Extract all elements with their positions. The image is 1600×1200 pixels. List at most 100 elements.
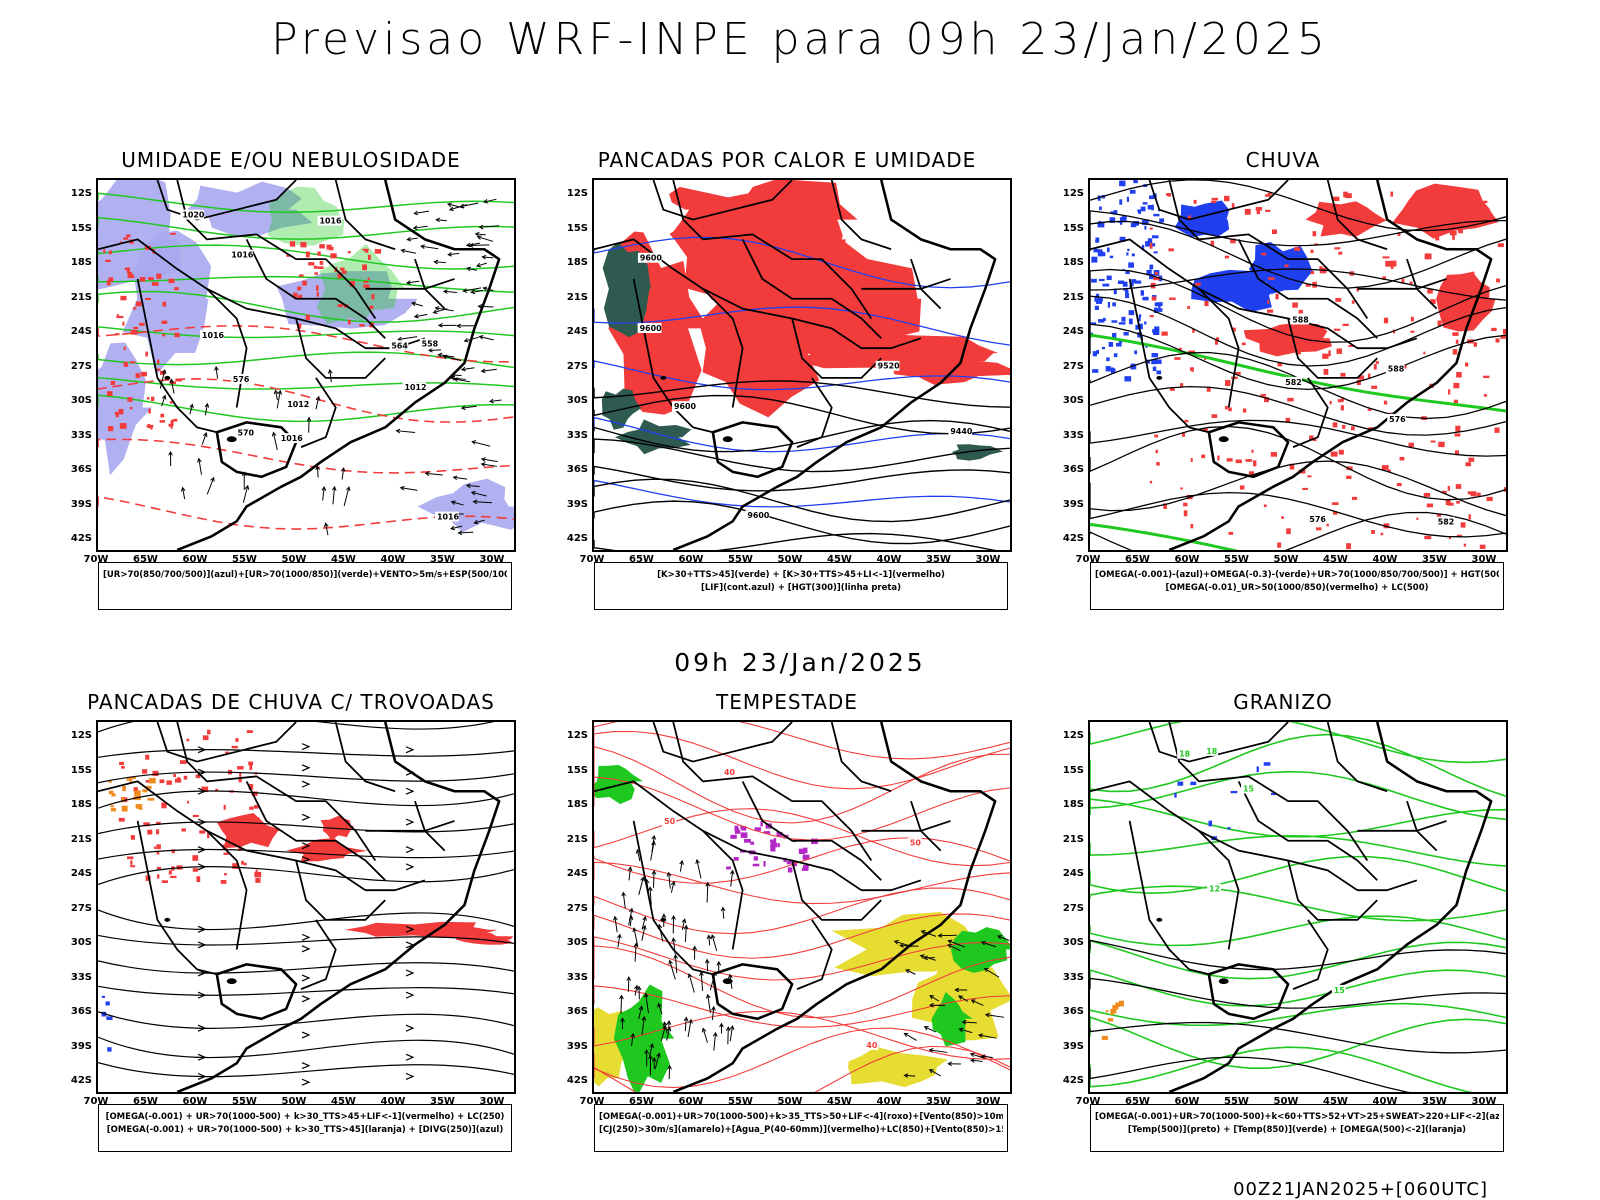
severe-storm-purple-area <box>770 846 776 852</box>
rain-red-area <box>1187 215 1192 219</box>
rain-red-area <box>1267 300 1270 304</box>
streamline-arrow <box>301 764 311 772</box>
thickness-contour-red <box>363 280 369 283</box>
rain-red-area <box>1456 534 1463 538</box>
thunderstorm-red-area <box>224 873 227 876</box>
longitude-tick-label: 45W <box>1323 1096 1348 1107</box>
political-border <box>98 780 248 950</box>
wind850-vector <box>660 1025 666 1041</box>
wind-vector <box>315 396 320 410</box>
wind-arrowhead <box>899 943 904 948</box>
streamline-arrow <box>197 1053 207 1061</box>
rain-red-area <box>1383 400 1388 405</box>
wind-arrowhead <box>273 389 279 395</box>
legend-line: [LIF](cont.azul) + [HGT(300)](linha pret… <box>700 583 902 593</box>
latitude-tick-label: 12S <box>70 730 92 741</box>
thickness-contour-red <box>106 391 113 397</box>
thunderstorm-orange-area <box>110 808 117 812</box>
political-border <box>1090 238 1240 408</box>
rain-red-area <box>1149 227 1153 230</box>
contour-label-bg <box>745 510 770 521</box>
panel-title: PANCADAS POR CALOR E UMIDADE <box>597 148 977 172</box>
precipitable-water-contour <box>594 1027 1010 1089</box>
thickness-contour-red <box>369 305 374 309</box>
lifted-index-contour <box>594 236 1010 289</box>
contour-label-bg <box>1241 783 1255 794</box>
wind850-vector <box>713 1032 717 1051</box>
rain-red-area <box>1401 278 1405 284</box>
wind-arrowhead <box>480 462 486 467</box>
instability-area-green <box>614 419 692 455</box>
thunderstorm-red-area <box>133 787 138 792</box>
panel-legend: [K>30+TTS>45](verde) + [K>30+TTS>45+LI<-… <box>594 562 1008 610</box>
thickness-contour-red <box>363 284 370 288</box>
rain-red-area <box>1385 260 1392 267</box>
rain-red-area <box>1448 502 1454 506</box>
wind850-vector <box>702 1028 708 1043</box>
streamline-arrow <box>197 1072 207 1080</box>
lake-mark <box>164 375 171 380</box>
wind-arrowhead <box>920 930 926 935</box>
thunderstorm-red-area <box>246 730 253 733</box>
thickness-contour-red <box>302 280 307 286</box>
latitude-tick-label: 39S <box>566 1040 588 1052</box>
thickness-contour-red <box>150 396 155 402</box>
wind-arrowhead <box>161 394 167 400</box>
thickness-contour-red <box>147 423 151 429</box>
panel-title: CHUVA <box>1245 148 1321 172</box>
thunderstorm-red-area <box>253 805 259 809</box>
longitude-tick-label: 40W <box>380 1096 406 1107</box>
rain-red-area <box>1187 306 1191 310</box>
wind850-vector <box>649 887 652 906</box>
thunderstorm-red-area <box>156 829 160 835</box>
rain-red-area <box>1371 530 1375 534</box>
wind-arrowhead <box>460 366 466 372</box>
wind-arrowhead <box>683 924 689 930</box>
omega-blue-area <box>1149 264 1154 270</box>
thunderstorm-red-area <box>202 735 209 741</box>
wind-arrowhead <box>413 313 419 319</box>
rain-red-area <box>1214 338 1219 345</box>
contour-label: 15 <box>1334 986 1345 995</box>
temp850-contour <box>1090 939 1506 980</box>
rain-red-area <box>1460 522 1466 528</box>
political-border <box>156 180 297 221</box>
rain-red-area <box>1356 380 1361 386</box>
forecast-map: 1012 1016 1020 1012 1016 1016 1016 576 570 564 558… <box>96 178 516 552</box>
wind850-vector <box>687 1019 692 1037</box>
omega-blue-area <box>1154 326 1160 332</box>
rain-red-area <box>1154 434 1159 438</box>
wind-vector <box>473 501 493 504</box>
wind-arrowhead <box>673 953 679 959</box>
latitude-tick-label: 33S <box>566 971 588 983</box>
wind850-vector <box>629 916 632 927</box>
longitude-tick-label: 60W <box>678 1096 704 1107</box>
wind-vector <box>481 463 498 467</box>
contour-label: 1016 <box>437 513 460 522</box>
latitude-tick-label: 18S <box>70 257 92 268</box>
legend-line: [OMEGA(-0.001) + UR>70(1000-500) + k>30_… <box>106 1125 504 1135</box>
wind-vector <box>451 377 466 380</box>
wind-arrowhead <box>168 450 173 456</box>
longitude-tick-label: 65W <box>629 554 654 565</box>
wind-arrowhead <box>651 869 657 875</box>
hgt500-contour <box>1090 268 1506 301</box>
hail-blue-area <box>1190 781 1197 786</box>
political-border <box>1287 318 1378 379</box>
wind-arrowhead <box>463 338 469 343</box>
latitude-tick-label: 18S <box>566 257 588 268</box>
coastline <box>711 421 794 479</box>
legend-line: [Temp(500)](preto) + [Temp(850)](verde) … <box>1127 1125 1467 1135</box>
latitude-tick-label: 21S <box>1062 291 1084 303</box>
streamline-250hpa <box>98 866 514 886</box>
thunderstorm-red-area <box>237 766 244 770</box>
contour-label-bg <box>1204 745 1219 756</box>
political-border <box>672 180 873 319</box>
rain-red-area <box>1452 234 1455 240</box>
omega-blue-area <box>1114 332 1117 339</box>
wind-arrowhead <box>671 937 677 943</box>
political-border <box>594 780 744 950</box>
streamline-arrow <box>301 945 311 953</box>
latitude-tick-label: 27S <box>1062 360 1084 372</box>
latitude-tick-label: 18S <box>1062 799 1084 810</box>
